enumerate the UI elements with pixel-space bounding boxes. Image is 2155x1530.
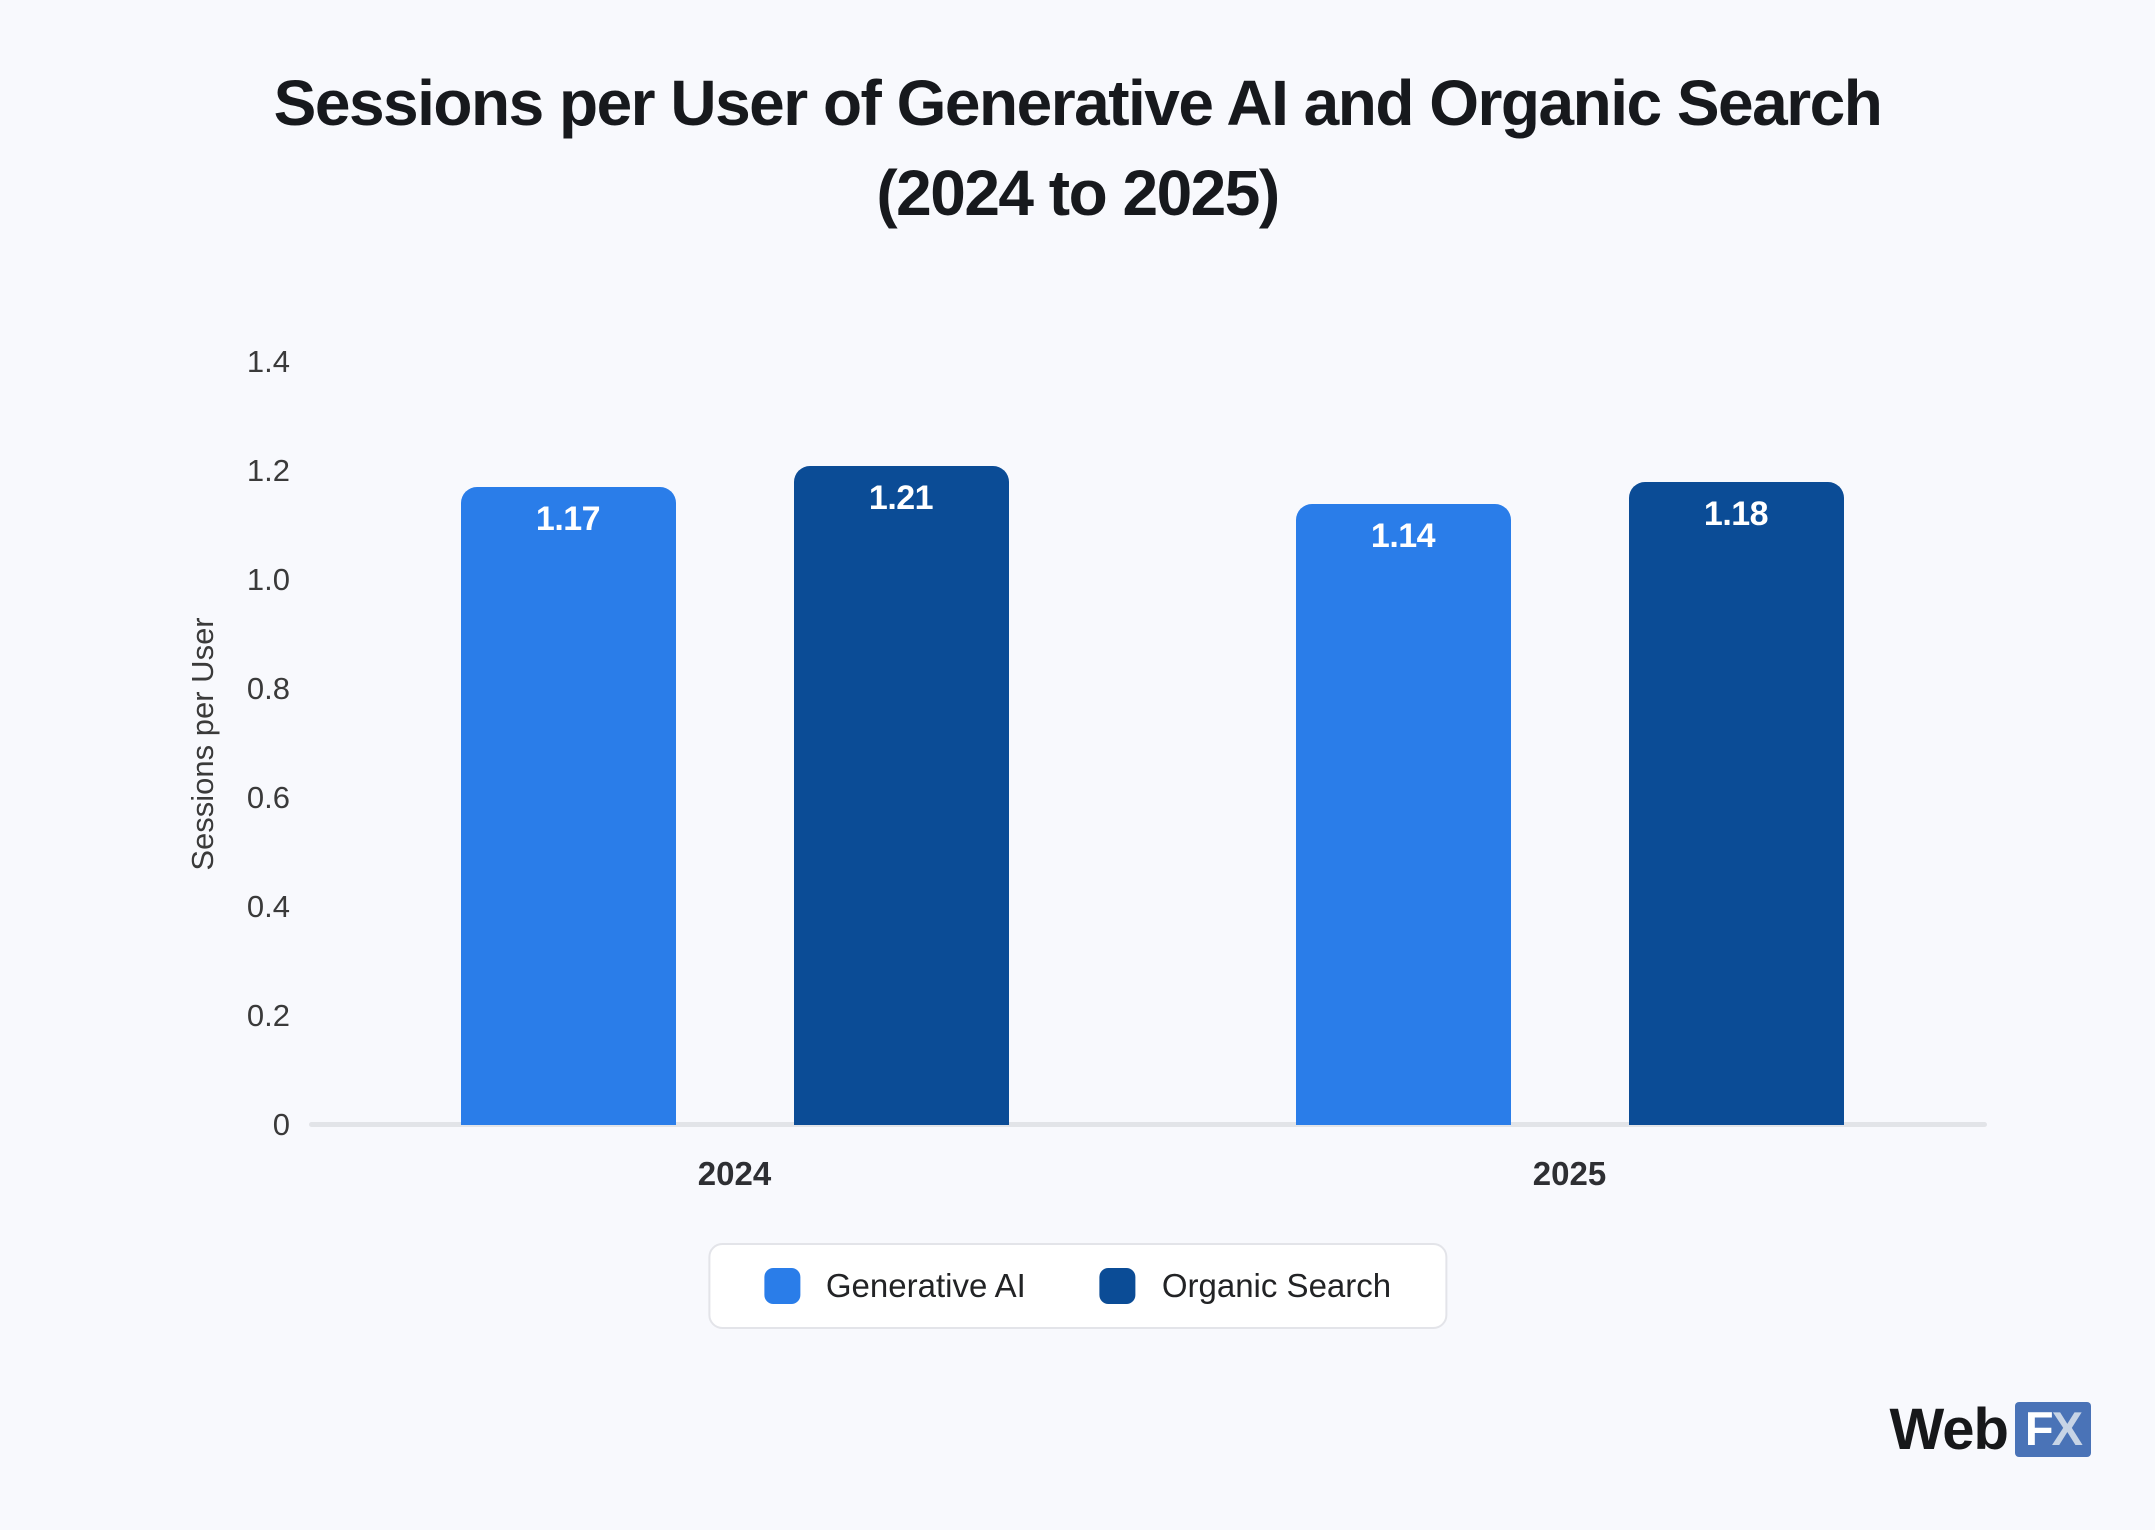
legend-swatch [763, 1268, 800, 1304]
bar-organic-search-2025: 1.18 [1628, 482, 1844, 1125]
legend-swatch [1099, 1268, 1136, 1304]
bar-group-2025: 1.14 1.18 [1295, 482, 1844, 1125]
bar-value-label: 1.17 [535, 500, 601, 538]
legend-label: Organic Search [1161, 1267, 1392, 1304]
bar-value-label: 1.14 [1370, 517, 1436, 555]
y-tick-label: 0.6 [246, 780, 290, 815]
y-tick-label: 0 [272, 1107, 290, 1142]
y-tick-label: 0.4 [246, 889, 290, 924]
logo-x-letter: X [2051, 1402, 2083, 1455]
x-axis-label-2024: 2024 [697, 1155, 772, 1192]
logo-web-text: Web [1889, 1397, 2009, 1462]
y-tick-label: 1.2 [246, 453, 290, 488]
y-tick-label: 0.2 [246, 998, 290, 1033]
y-tick-label: 1.4 [246, 344, 290, 379]
y-tick-label: 0.8 [246, 671, 290, 706]
legend: Generative AI Organic Search [707, 1243, 1448, 1329]
x-axis-label-2025: 2025 [1532, 1155, 1607, 1192]
y-axis-ticks: 1.4 1.2 1.0 0.8 0.6 0.4 0.2 0 [150, 344, 290, 1142]
bar-generative-ai-2025: 1.14 [1295, 504, 1511, 1125]
legend-item-organic-search: Organic Search [1099, 1267, 1392, 1305]
legend-item-generative-ai: Generative AI [763, 1267, 1026, 1305]
bar-value-label: 1.21 [868, 479, 934, 517]
webfx-logo: Web F X [1890, 1396, 2091, 1463]
legend-label: Generative AI [825, 1267, 1026, 1304]
bar-organic-search-2024: 1.21 [793, 466, 1009, 1125]
x-axis-line [309, 1122, 1987, 1127]
chart-title-line1: Sessions per User of Generative AI and O… [273, 67, 1883, 139]
y-tick-label: 1.0 [246, 562, 290, 597]
logo-fx-box: F X [2014, 1402, 2091, 1457]
bar-value-label: 1.18 [1703, 495, 1769, 533]
bar-chart-plot-area: 1.17 1.21 2024 1.14 1.18 2025 [309, 362, 1987, 1192]
bar-group-2024: 1.17 1.21 [460, 466, 1009, 1125]
bar-generative-ai-2024: 1.17 [460, 487, 676, 1125]
chart-title-line2: (2024 to 2025) [876, 157, 1280, 229]
chart-title: Sessions per User of Generative AI and O… [0, 58, 2155, 238]
logo-f-letter: F [2024, 1402, 2054, 1455]
